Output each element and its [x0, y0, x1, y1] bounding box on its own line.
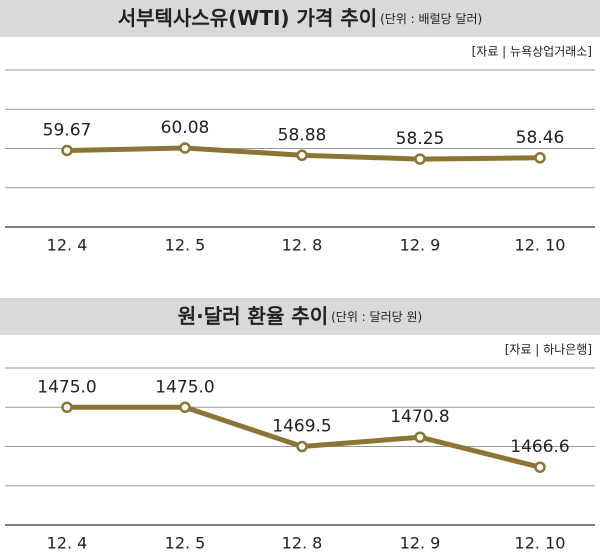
data-label: 1469.5 — [272, 417, 331, 437]
unit-note: (단위 : 배럴당 달러) — [380, 12, 482, 26]
point — [414, 153, 426, 165]
chart-title-text: 원·달러 환율 추이 — [178, 304, 328, 328]
data-label: 59.67 — [43, 120, 92, 140]
point — [414, 431, 426, 443]
x-tick-label: 12. 8 — [282, 236, 323, 255]
title-bar — [0, 298, 600, 335]
point — [61, 144, 73, 157]
chart-title: 원·달러 환율 추이 (단위 : 달러당 원) — [178, 304, 422, 328]
source-note: [자료 | 뉴욕상업거래소] — [472, 45, 592, 59]
point — [534, 461, 546, 473]
unit-note: (단위 : 달러당 원) — [331, 310, 422, 324]
data-label: 1475.0 — [37, 377, 96, 397]
point — [179, 401, 191, 413]
point — [61, 401, 73, 413]
source-note: [자료 | 하나은행] — [505, 342, 592, 357]
x-tick-label: 12. 9 — [400, 236, 441, 255]
data-label: 1466.6 — [510, 437, 569, 457]
x-tick-label: 12. 8 — [282, 534, 323, 553]
x-tick-label: 12. 9 — [400, 534, 441, 553]
x-tick-label: 12. 10 — [515, 534, 566, 553]
x-tick-label: 12. 4 — [47, 236, 88, 255]
x-tick-label: 12. 10 — [515, 236, 566, 255]
data-label: 58.25 — [396, 129, 445, 149]
title-bar — [0, 0, 600, 37]
x-tick-label: 12. 5 — [165, 236, 206, 255]
chart-title: 서부텍사스유(WTI) 가격 추이 (단위 : 배럴당 달러) — [118, 6, 483, 30]
data-label: 1475.0 — [155, 377, 214, 397]
point — [296, 149, 308, 162]
chart-title-text: 서부텍사스유(WTI) 가격 추이 — [118, 6, 377, 30]
x-tick-label: 12. 5 — [165, 534, 206, 553]
data-label: 60.08 — [161, 118, 210, 138]
point — [179, 142, 191, 154]
data-label: 58.46 — [516, 128, 565, 148]
point — [296, 440, 308, 453]
point — [534, 152, 546, 164]
data-label: 1470.8 — [390, 407, 449, 427]
data-label: 58.88 — [278, 125, 327, 145]
x-tick-label: 12. 4 — [47, 534, 88, 553]
